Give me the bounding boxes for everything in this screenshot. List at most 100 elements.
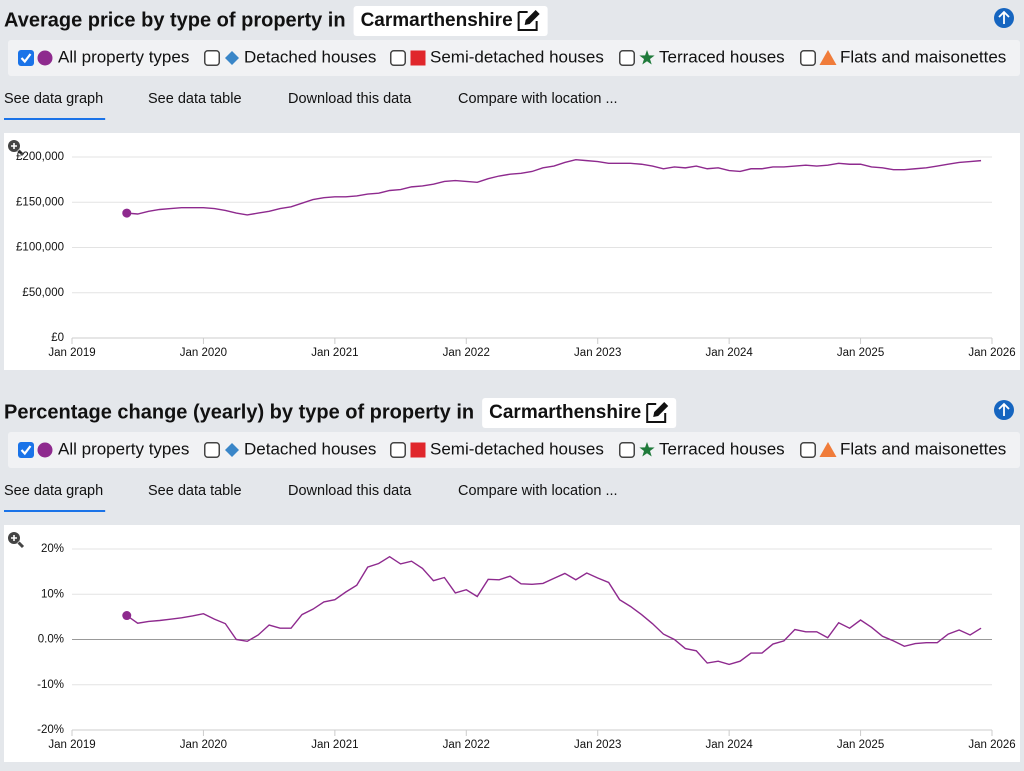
y-tick-label: £50,000 — [22, 287, 64, 299]
x-tick-label: Jan 2020 — [180, 739, 227, 751]
checkbox-box — [619, 442, 635, 458]
checkbox[interactable] — [800, 442, 816, 458]
checkbox[interactable] — [204, 442, 220, 458]
y-tick-label: 20% — [41, 543, 64, 555]
legend-marker — [225, 443, 239, 457]
option-label[interactable]: Detached houses — [244, 47, 376, 66]
x-tick-label: Jan 2019 — [48, 739, 95, 751]
checkbox[interactable] — [619, 442, 635, 458]
legend-marker — [37, 442, 53, 458]
option-label[interactable]: Semi-detached houses — [430, 439, 604, 458]
y-tick-label: -10% — [37, 679, 64, 691]
legend-marker — [819, 50, 837, 65]
checkbox-box — [390, 50, 406, 66]
location-box[interactable] — [353, 6, 548, 36]
checkbox-box — [18, 442, 34, 458]
y-tick-label: 0.0% — [38, 634, 64, 646]
checkbox-box — [204, 442, 220, 458]
tab[interactable]: See data table — [148, 91, 242, 107]
x-tick-label: Jan 2022 — [443, 347, 490, 359]
panel-title: Percentage change (yearly) by type of pr… — [4, 401, 474, 423]
option-label[interactable]: Flats and maisonettes — [840, 47, 1006, 66]
start-marker — [122, 208, 132, 218]
checkbox-box — [800, 442, 816, 458]
legend-marker — [37, 50, 53, 66]
checkbox-box — [619, 50, 635, 66]
checkbox-box — [18, 50, 34, 66]
x-tick-label: Jan 2024 — [705, 347, 753, 359]
x-tick-label: Jan 2023 — [574, 347, 621, 359]
x-tick-label: Jan 2021 — [311, 739, 358, 751]
option-label[interactable]: All property types — [58, 47, 189, 66]
option-label[interactable]: Flats and maisonettes — [840, 439, 1006, 458]
option-label[interactable]: Semi-detached houses — [430, 47, 604, 66]
data-line — [126, 555, 982, 666]
chart-box — [4, 133, 1020, 370]
panel-title: Average price by type of property in — [4, 9, 346, 31]
options-row — [8, 40, 1020, 76]
tab[interactable]: Download this data — [288, 91, 412, 107]
tab[interactable]: Compare with location ... — [458, 91, 618, 107]
checkbox[interactable] — [18, 442, 34, 458]
scroll-top-arrow[interactable] — [998, 402, 1010, 416]
tab[interactable]: See data graph — [4, 483, 103, 499]
checkbox[interactable] — [18, 50, 34, 66]
checkbox[interactable] — [800, 50, 816, 66]
chart-box — [4, 525, 1020, 762]
x-tick-label: Jan 2026 — [968, 739, 1015, 751]
y-tick-label: £0 — [51, 332, 64, 344]
x-tick-label: Jan 2023 — [574, 739, 621, 751]
checkbox-box — [204, 50, 220, 66]
checkbox[interactable] — [204, 50, 220, 66]
tab[interactable]: Download this data — [288, 483, 412, 499]
y-tick-label: 10% — [41, 588, 64, 600]
checkbox[interactable] — [390, 50, 406, 66]
legend-marker — [819, 442, 837, 457]
tab[interactable]: See data table — [148, 483, 242, 499]
option-label[interactable]: All property types — [58, 439, 189, 458]
panel: Average price by type of property in Carm… — [4, 6, 1020, 370]
start-marker — [122, 611, 132, 621]
edit-icon[interactable] — [517, 11, 538, 31]
x-tick-label: Jan 2021 — [311, 347, 358, 359]
legend-marker — [410, 442, 426, 458]
data-line — [126, 159, 982, 216]
scroll-top-arrow[interactable] — [998, 10, 1010, 24]
panel: Percentage change (yearly) by type of pr… — [4, 398, 1020, 762]
y-tick-label: £150,000 — [16, 196, 64, 208]
y-tick-label: £200,000 — [16, 151, 64, 163]
checkbox-tick — [20, 445, 32, 456]
option-label[interactable]: Terraced houses — [659, 439, 785, 458]
x-tick-label: Jan 2024 — [705, 739, 753, 751]
edit-pencil[interactable] — [653, 402, 669, 417]
checkbox[interactable] — [390, 442, 406, 458]
option-label[interactable]: Terraced houses — [659, 47, 785, 66]
x-tick-label: Jan 2022 — [443, 739, 490, 751]
legend-marker — [639, 50, 655, 65]
checkbox-tick — [20, 53, 32, 64]
y-tick-label: -20% — [37, 724, 64, 736]
edit-pencil[interactable] — [524, 10, 540, 25]
x-tick-label: Jan 2019 — [48, 347, 95, 359]
checkbox[interactable] — [619, 50, 635, 66]
edit-icon[interactable] — [646, 403, 667, 423]
location-name[interactable]: Carmarthenshire — [361, 10, 513, 31]
location-name[interactable]: Carmarthenshire — [489, 402, 641, 423]
option-label[interactable]: Detached houses — [244, 439, 376, 458]
legend-marker — [225, 51, 239, 65]
zoom-icon-handle[interactable] — [17, 149, 25, 157]
options-row — [8, 432, 1020, 468]
checkbox-box — [800, 50, 816, 66]
x-tick-label: Jan 2020 — [180, 347, 227, 359]
legend-marker — [639, 442, 655, 457]
checkbox-box — [390, 442, 406, 458]
location-box[interactable] — [482, 398, 677, 428]
y-tick-label: £100,000 — [16, 242, 64, 254]
zoom-icon-handle[interactable] — [17, 541, 25, 549]
tab[interactable]: See data graph — [4, 91, 103, 107]
x-tick-label: Jan 2025 — [837, 347, 884, 359]
x-tick-label: Jan 2026 — [968, 347, 1015, 359]
tab[interactable]: Compare with location ... — [458, 483, 618, 499]
legend-marker — [410, 50, 426, 66]
